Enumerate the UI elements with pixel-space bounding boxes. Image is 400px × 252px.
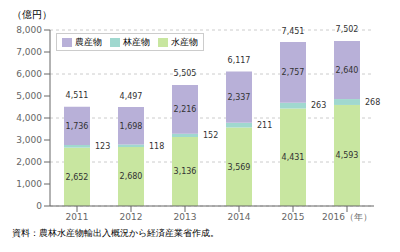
- svg-text:6,000: 6,000: [16, 69, 42, 79]
- svg-text:2015: 2015: [282, 212, 305, 222]
- svg-text:2,000: 2,000: [16, 157, 42, 167]
- svg-text:1,698: 1,698: [120, 122, 143, 131]
- svg-text:1,000: 1,000: [16, 179, 42, 189]
- svg-text:5,505: 5,505: [174, 69, 197, 78]
- svg-text:268: 268: [365, 98, 380, 107]
- svg-text:3,000: 3,000: [16, 135, 42, 145]
- svg-text:2,652: 2,652: [66, 173, 89, 182]
- svg-text:263: 263: [311, 101, 326, 110]
- svg-text:6,117: 6,117: [228, 56, 251, 65]
- svg-text:152: 152: [203, 131, 218, 140]
- svg-text:4,511: 4,511: [66, 91, 89, 100]
- svg-text:2,680: 2,680: [120, 172, 143, 181]
- svg-text:2013: 2013: [174, 212, 197, 222]
- svg-text:7,000: 7,000: [16, 47, 42, 57]
- svg-text:2016（年）: 2016（年）: [322, 212, 372, 222]
- svg-text:118: 118: [149, 142, 164, 151]
- svg-text:2011: 2011: [66, 212, 89, 222]
- svg-text:1,736: 1,736: [66, 122, 89, 131]
- svg-text:7,451: 7,451: [282, 27, 305, 36]
- svg-text:4,593: 4,593: [336, 151, 359, 160]
- svg-text:0: 0: [36, 201, 42, 211]
- svg-text:4,431: 4,431: [282, 153, 305, 162]
- svg-text:123: 123: [95, 142, 110, 151]
- svg-text:2,757: 2,757: [282, 68, 305, 77]
- svg-text:2014: 2014: [228, 212, 251, 222]
- svg-text:4,497: 4,497: [120, 92, 143, 101]
- svg-text:3,136: 3,136: [174, 167, 197, 176]
- svg-text:2,216: 2,216: [174, 105, 197, 114]
- svg-text:4,000: 4,000: [16, 113, 42, 123]
- svg-text:2012: 2012: [120, 212, 143, 222]
- svg-text:2,337: 2,337: [228, 93, 251, 102]
- svg-text:8,000: 8,000: [16, 25, 42, 35]
- svg-text:3,569: 3,569: [228, 163, 251, 172]
- html-text:農産物: 農産物: [75, 37, 102, 47]
- html-text:資料：農林水産物輸出入概況から経済産業省作成。: 資料：農林水産物輸出入概況から経済産業省作成。: [12, 228, 219, 238]
- svg-text:2,640: 2,640: [336, 66, 359, 75]
- svg-text:211: 211: [257, 121, 272, 130]
- svg-text:7,502: 7,502: [336, 25, 359, 34]
- html-text:（億円）: （億円）: [12, 9, 52, 20]
- html-text:林産物: 林産物: [123, 37, 150, 47]
- svg-text:5,000: 5,000: [16, 91, 42, 101]
- html-text:水産物: 水産物: [171, 37, 198, 47]
